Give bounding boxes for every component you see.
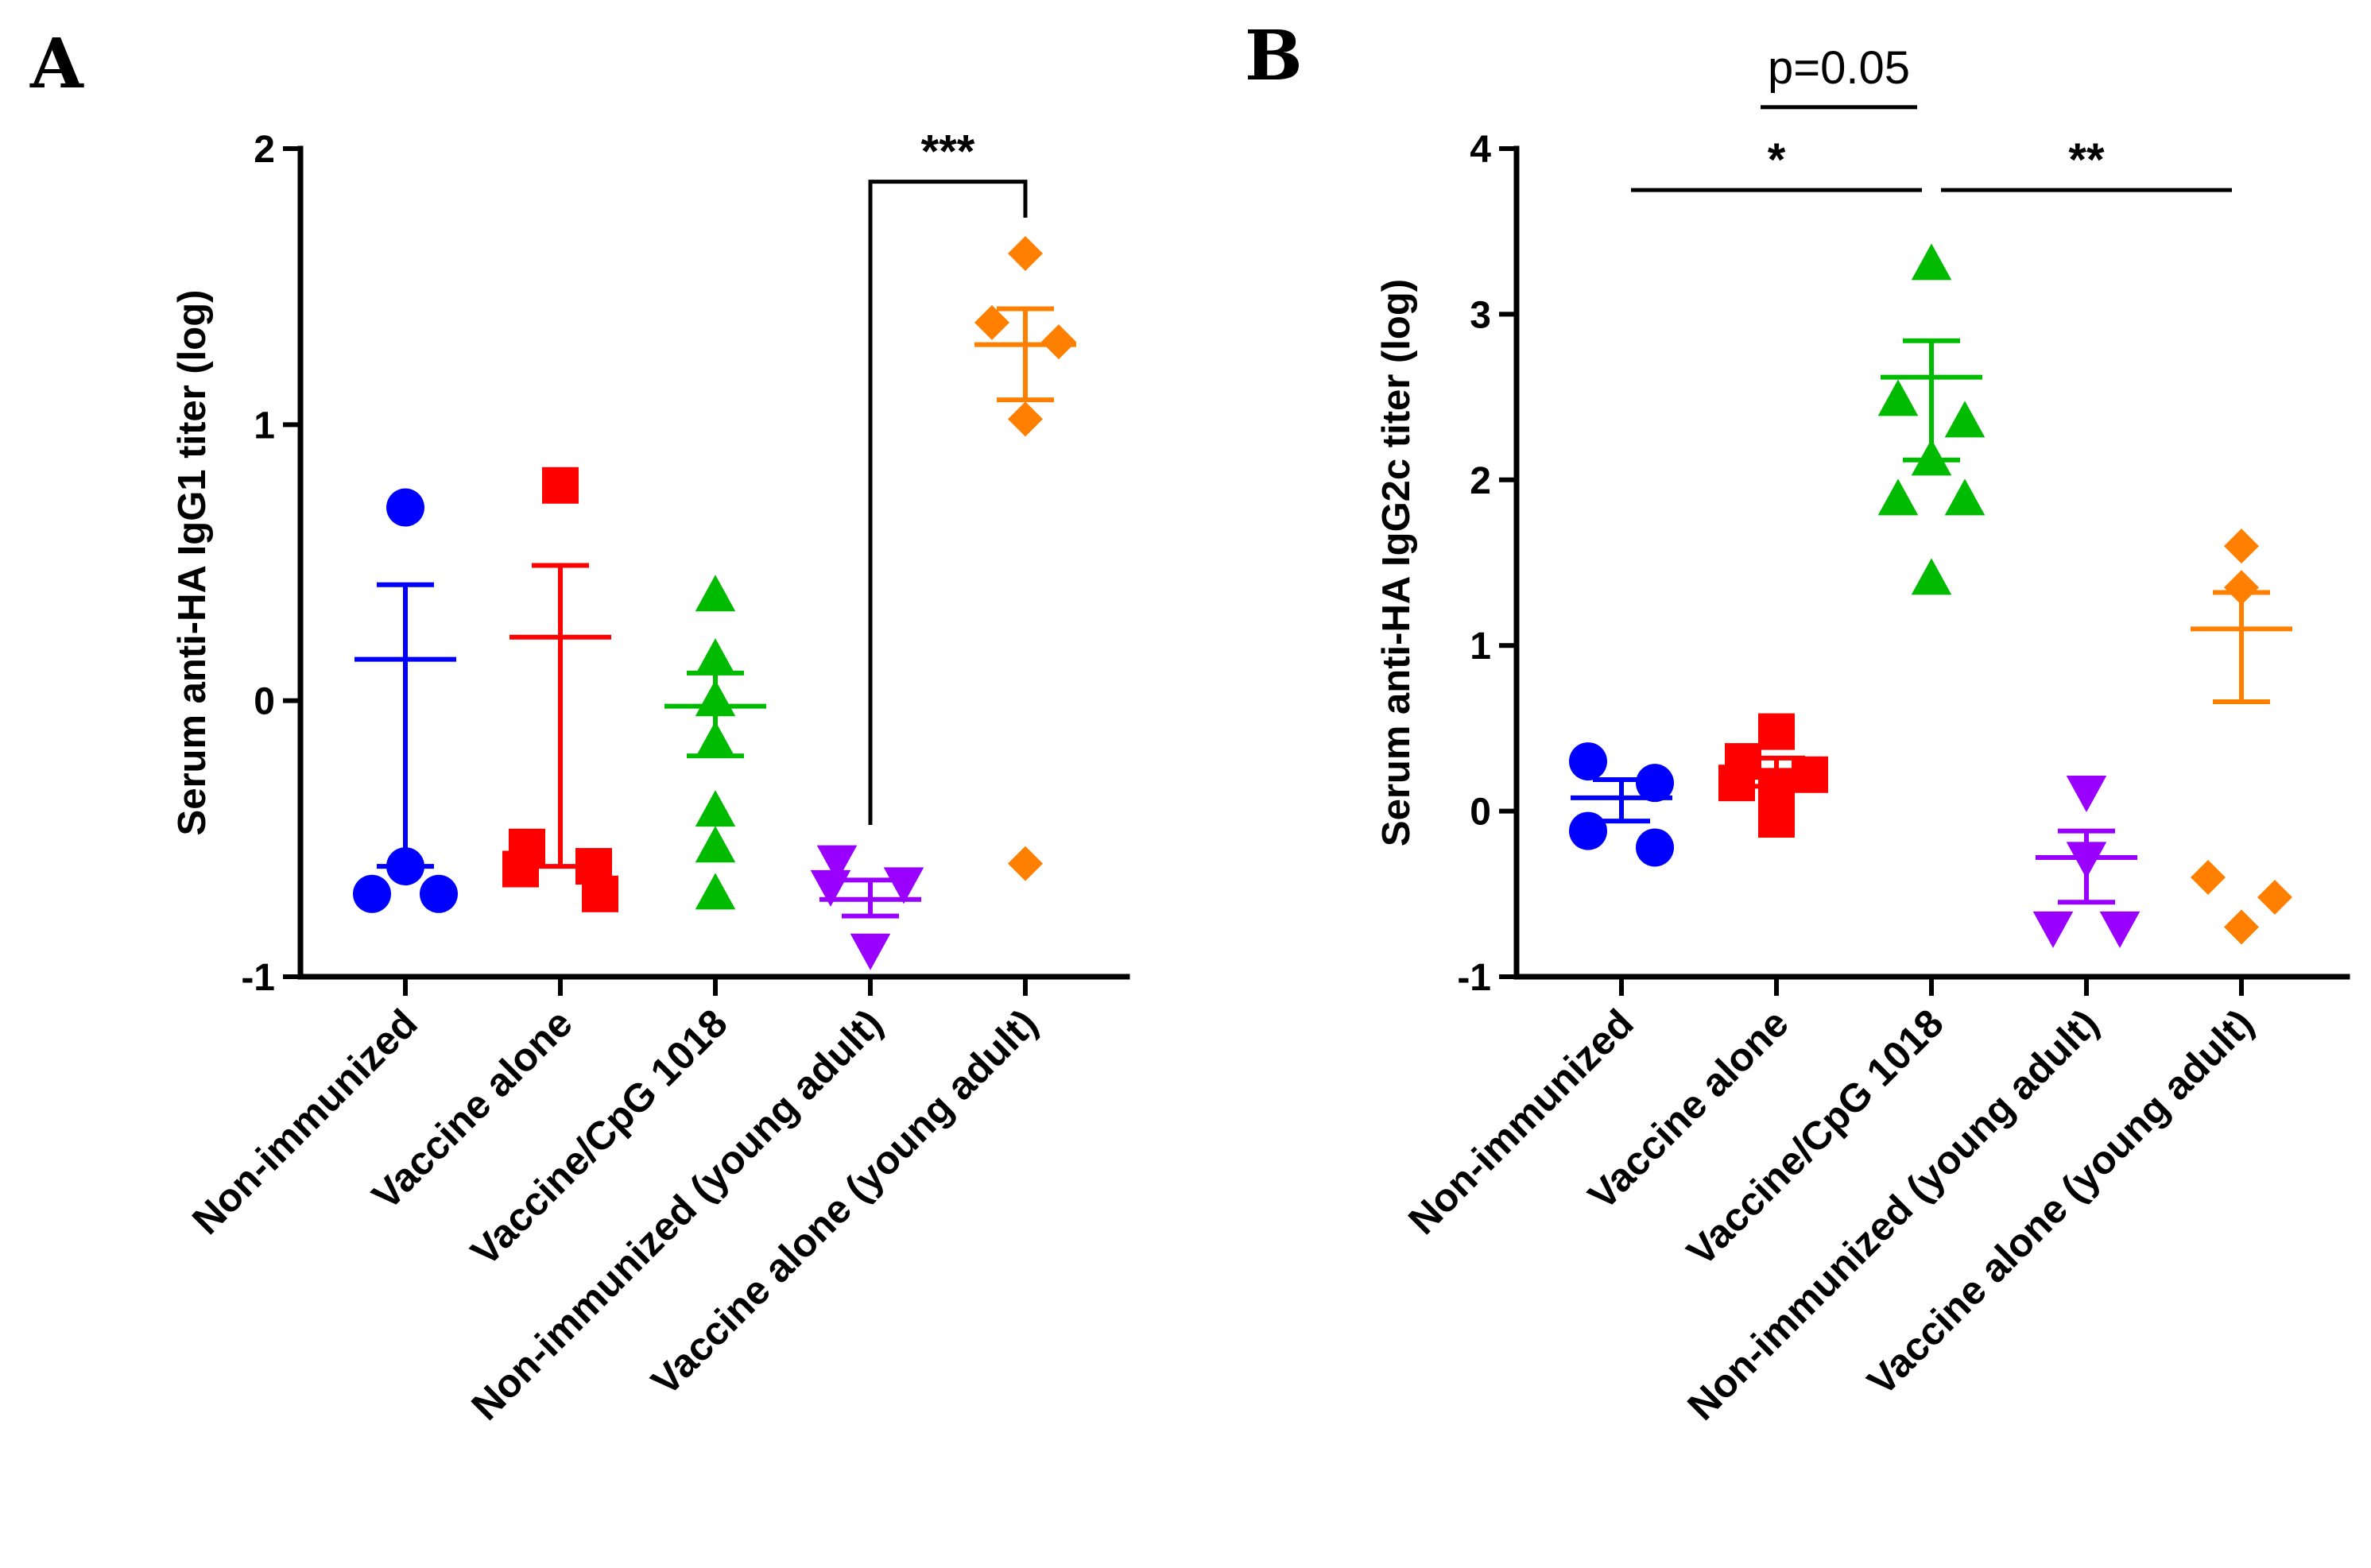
data-point <box>810 869 851 907</box>
data-point <box>353 874 391 913</box>
significance-bracket <box>868 180 1028 825</box>
x-category-label: Vaccine/CpG 1018 <box>1679 1001 1952 1274</box>
series-group <box>974 235 1076 881</box>
series-group <box>1569 742 1674 867</box>
y-tick-label: 4 <box>1470 129 1491 171</box>
y-tick-label: 2 <box>254 129 275 171</box>
significance-label: *** <box>921 126 975 178</box>
significance-label: p=0.05 <box>1768 42 1910 94</box>
data-point <box>1911 243 1952 281</box>
data-point <box>1758 801 1795 838</box>
y-tick-label: 3 <box>1470 294 1491 336</box>
data-point <box>974 304 1009 340</box>
data-point <box>1877 478 1919 516</box>
data-point <box>1569 742 1607 781</box>
data-point <box>582 875 618 912</box>
data-point <box>2066 776 2107 813</box>
y-tick-label: -1 <box>1457 957 1491 999</box>
data-point <box>695 790 736 827</box>
data-point <box>2224 570 2259 606</box>
y-tick-label: -1 <box>241 957 275 999</box>
data-point <box>1008 846 1043 881</box>
data-point <box>1944 478 1986 516</box>
significance-label: ** <box>2068 134 2105 186</box>
data-point <box>1758 713 1795 750</box>
data-point <box>695 873 736 910</box>
series-group <box>502 467 618 912</box>
data-point <box>2032 911 2074 948</box>
y-tick-label: 1 <box>1470 625 1491 668</box>
y-axis-label: Serum anti-HA IgG2c titer (log) <box>1375 279 1418 846</box>
data-point <box>542 467 579 504</box>
data-point <box>1877 379 1919 416</box>
x-category-label: Vaccine/CpG 1018 <box>463 1001 736 1274</box>
data-point <box>1569 811 1607 850</box>
data-point <box>850 933 891 970</box>
data-point <box>420 874 458 913</box>
panel-letter: B <box>1245 16 1303 96</box>
data-point <box>2191 859 2226 895</box>
data-point <box>502 850 539 888</box>
significance-label: * <box>1768 134 1786 186</box>
y-tick-label: 2 <box>1470 460 1491 502</box>
series-group <box>2032 776 2140 948</box>
data-point <box>1008 235 1043 271</box>
series-group <box>664 575 766 910</box>
data-point <box>2224 909 2259 945</box>
y-axis-label: Serum anti-HA IgG1 titer (log) <box>171 290 214 836</box>
series-group <box>810 845 924 970</box>
data-point <box>2224 528 2259 564</box>
y-tick-label: 1 <box>254 405 275 447</box>
y-tick-label: 0 <box>1470 792 1491 834</box>
data-point <box>1041 324 1076 360</box>
series-group <box>353 488 458 913</box>
data-point <box>1944 401 1986 438</box>
data-point <box>386 488 424 527</box>
data-point <box>695 826 736 863</box>
data-point <box>695 638 736 676</box>
data-point <box>2257 879 2292 915</box>
data-point <box>695 575 736 612</box>
data-point <box>1636 828 1674 867</box>
series-group <box>1718 713 1828 838</box>
panel-letter: A <box>29 24 84 104</box>
data-point <box>1911 558 1952 595</box>
data-point <box>816 845 858 882</box>
data-point <box>883 867 924 904</box>
data-point <box>1008 401 1043 437</box>
data-point <box>2099 911 2140 948</box>
data-point <box>1636 764 1674 803</box>
series-group <box>1877 243 1986 595</box>
series-group <box>2191 528 2292 945</box>
y-tick-label: 0 <box>254 681 275 723</box>
